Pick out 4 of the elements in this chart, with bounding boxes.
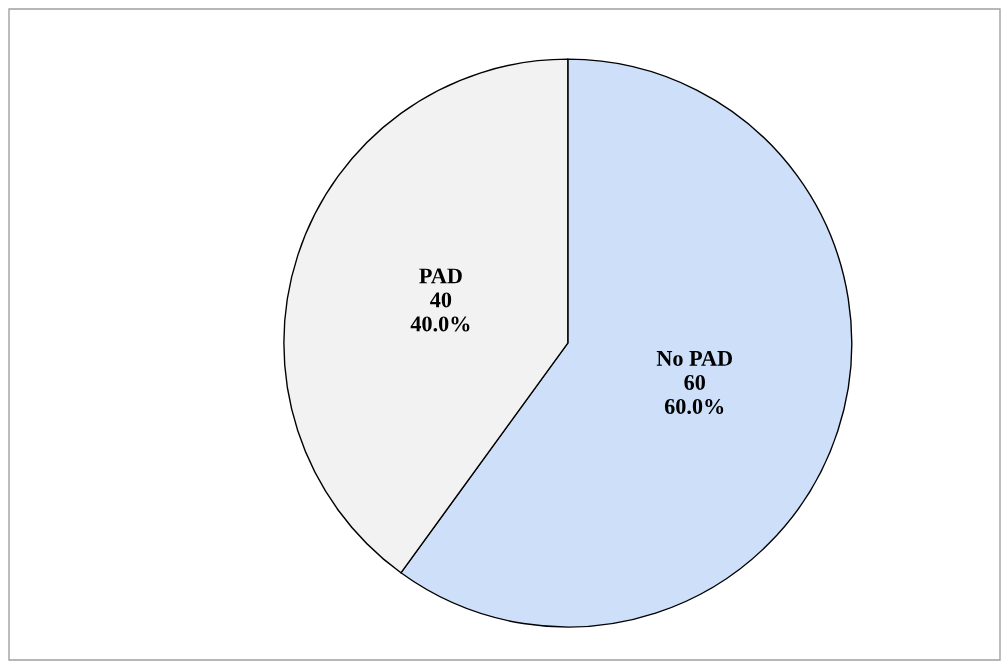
data-label: 60 60.0% [664,374,724,414]
data-label: 40 40.0% [410,292,470,332]
slice-label: No PAD [656,350,733,366]
slice-label: PAD [419,268,462,284]
